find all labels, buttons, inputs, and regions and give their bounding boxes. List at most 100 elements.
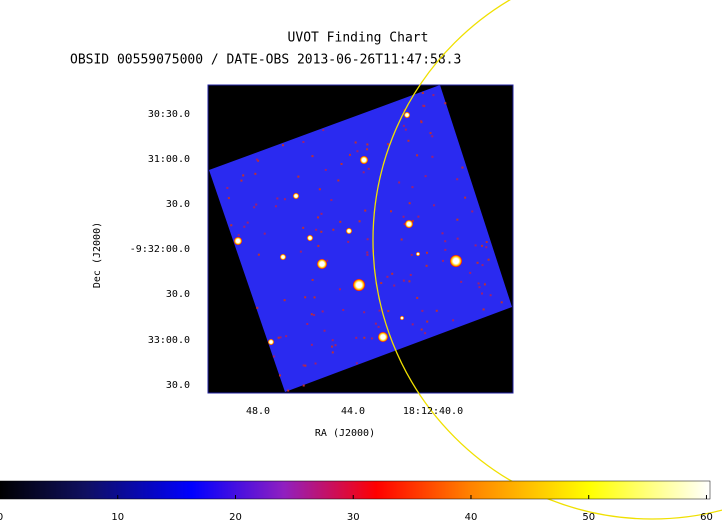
noise [304,296,307,299]
noise [306,323,309,326]
noise [324,168,327,171]
noise [374,322,377,325]
star [317,259,327,269]
colorbar-tick-label: 40 [465,512,478,521]
noise [380,282,383,285]
noise [407,139,410,142]
noise [240,179,243,182]
y-tick-label: 30.0 [166,289,190,300]
noise [242,174,245,177]
noise [366,238,369,241]
noise [481,244,484,247]
star [405,220,413,228]
noise [256,306,259,309]
noise [444,102,447,105]
title: UVOT Finding Chart [288,31,429,46]
noise [302,226,305,229]
noise [321,310,324,313]
noise [334,344,337,347]
noise [387,143,390,146]
noise [257,159,260,162]
noise [400,238,403,241]
noise [279,336,282,339]
noise [354,141,357,144]
noise [313,296,316,299]
region-circle [372,0,722,520]
noise [441,259,444,262]
noise [421,309,424,312]
noise [485,240,488,243]
noise [389,210,392,213]
noise [469,271,472,274]
frame [207,84,514,394]
star [353,279,365,291]
star [416,252,420,256]
noise [317,216,320,219]
star [360,156,368,164]
x-tick-label: 48.0 [246,406,270,417]
noise [370,337,373,340]
noise [342,308,345,311]
noise [314,362,317,365]
noise [456,178,459,181]
noise [452,319,455,322]
noise [417,215,420,218]
y-tick-label: 30.0 [166,199,190,210]
noise [355,362,358,365]
noise [237,234,240,237]
noise [263,232,266,235]
noise [429,132,432,135]
noise [358,220,361,223]
noise [398,181,401,184]
star [400,316,404,320]
noise [424,332,427,335]
noise [425,264,428,267]
noise [311,278,314,281]
colorbar-tick-label: 30 [347,512,360,521]
noise [302,384,305,387]
noise [331,345,334,348]
x-tick-label: 18:12:40.0 [403,406,463,417]
noise [283,198,286,201]
noise [471,210,474,213]
noise [476,261,479,264]
noise [482,308,485,311]
noise [243,225,246,228]
noise [425,251,428,254]
noise [402,124,405,127]
noise [481,264,484,267]
noise [297,175,300,178]
y-tick-label: 30:30.0 [148,109,190,120]
noise [356,150,359,153]
star [378,332,388,342]
noise [481,292,484,295]
noise [386,275,389,278]
noise [322,129,325,132]
noise [255,158,258,161]
noise [391,272,394,275]
x-label: RA (J2000) [315,428,375,439]
noise [411,186,414,189]
y-tick-label: 31:00.0 [148,154,190,165]
noise [276,197,279,200]
star [280,254,286,260]
noise [326,259,329,262]
noise [464,196,467,199]
noise [408,202,411,205]
star [234,237,242,245]
noise [313,314,316,317]
colorbar-tick-label: 50 [582,512,595,521]
noise [281,144,284,147]
x-tick-label: 44.0 [341,406,365,417]
noise [315,228,318,231]
noise [422,104,425,107]
noise [416,154,419,157]
colorbar [0,480,711,500]
noise [227,197,230,200]
noise [355,336,358,339]
noise [337,179,340,182]
noise [416,296,419,299]
noise [287,389,290,392]
noise [254,172,257,175]
